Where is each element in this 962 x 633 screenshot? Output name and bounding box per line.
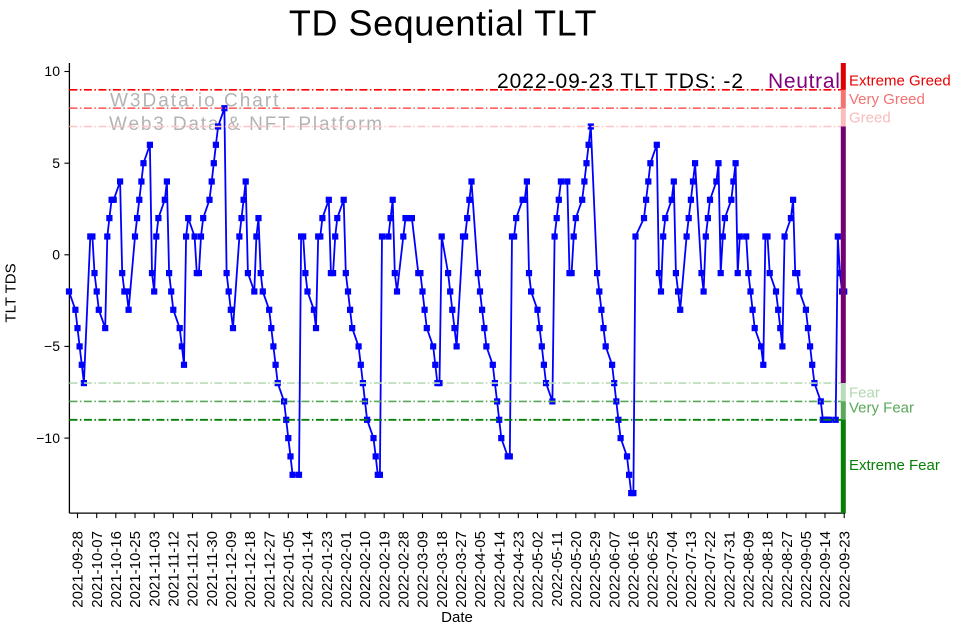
svg-text:2021-11-21: 2021-11-21: [185, 531, 202, 607]
svg-text:−5: −5: [44, 338, 60, 354]
svg-text:TD Sequential TLT: TD Sequential TLT: [289, 3, 597, 44]
svg-text:2021-12-09: 2021-12-09: [223, 531, 240, 608]
svg-text:2022-09-05: 2022-09-05: [798, 531, 815, 608]
svg-text:TLT TDS: TLT TDS: [3, 263, 20, 322]
svg-text:5: 5: [52, 155, 60, 171]
svg-text:2022-02-01: 2022-02-01: [338, 531, 355, 608]
svg-text:2022-07-31: 2022-07-31: [721, 531, 738, 608]
svg-text:2022-09-23 TLT TDS: -2: 2022-09-23 TLT TDS: -2: [497, 70, 744, 93]
svg-text:2022-04-14: 2022-04-14: [491, 531, 508, 608]
svg-text:2021-12-18: 2021-12-18: [242, 531, 259, 608]
svg-text:Web3 Data & NFT Platform: Web3 Data & NFT Platform: [109, 114, 384, 135]
svg-text:2022-02-28: 2022-02-28: [396, 531, 413, 608]
svg-text:Neutral: Neutral: [768, 70, 841, 93]
svg-text:2021-10-25: 2021-10-25: [127, 531, 144, 608]
svg-text:2021-11-12: 2021-11-12: [166, 531, 183, 607]
svg-text:2022-05-29: 2022-05-29: [587, 531, 604, 608]
svg-text:2022-08-27: 2022-08-27: [779, 531, 796, 608]
svg-text:2022-05-02: 2022-05-02: [530, 531, 547, 608]
svg-text:2022-01-23: 2022-01-23: [319, 531, 336, 608]
svg-text:2022-04-05: 2022-04-05: [472, 531, 489, 608]
svg-text:2022-09-23: 2022-09-23: [836, 531, 853, 608]
svg-text:2021-12-27: 2021-12-27: [261, 531, 278, 608]
svg-text:10: 10: [44, 63, 60, 79]
svg-text:2022-04-23: 2022-04-23: [511, 531, 528, 608]
svg-text:Date: Date: [441, 609, 473, 626]
svg-text:W3Data.io Chart: W3Data.io Chart: [110, 91, 280, 112]
svg-text:2022-07-22: 2022-07-22: [702, 531, 719, 608]
svg-text:2022-07-13: 2022-07-13: [683, 531, 700, 608]
svg-text:2022-05-11: 2022-05-11: [549, 531, 566, 607]
svg-text:2021-09-28: 2021-09-28: [70, 531, 87, 608]
svg-text:2022-01-14: 2022-01-14: [300, 531, 317, 608]
svg-text:2022-07-04: 2022-07-04: [664, 531, 681, 608]
svg-text:2022-05-20: 2022-05-20: [568, 531, 585, 608]
svg-text:−10: −10: [36, 430, 60, 446]
svg-text:2022-08-09: 2022-08-09: [741, 531, 758, 608]
svg-text:Very Greed: Very Greed: [849, 91, 925, 108]
svg-text:2022-03-27: 2022-03-27: [453, 531, 470, 608]
svg-text:2021-11-30: 2021-11-30: [204, 531, 221, 607]
svg-text:2021-10-07: 2021-10-07: [89, 531, 106, 608]
svg-text:2022-01-05: 2022-01-05: [281, 531, 298, 608]
svg-text:Greed: Greed: [849, 110, 891, 127]
svg-text:0: 0: [52, 247, 60, 263]
svg-text:Very Fear: Very Fear: [849, 400, 914, 417]
svg-text:2022-06-25: 2022-06-25: [645, 531, 662, 608]
svg-text:2022-02-19: 2022-02-19: [376, 531, 393, 608]
svg-text:2022-03-09: 2022-03-09: [415, 531, 432, 608]
svg-text:2022-06-07: 2022-06-07: [606, 531, 623, 608]
svg-text:2022-03-18: 2022-03-18: [434, 531, 451, 608]
svg-text:2022-06-16: 2022-06-16: [626, 531, 643, 608]
svg-text:2021-10-16: 2021-10-16: [108, 531, 125, 608]
svg-text:2022-02-10: 2022-02-10: [357, 531, 374, 608]
svg-text:Fear: Fear: [849, 385, 880, 402]
svg-text:2022-09-14: 2022-09-14: [817, 531, 834, 608]
svg-text:Extreme Greed: Extreme Greed: [849, 73, 951, 90]
svg-text:2021-11-03: 2021-11-03: [146, 531, 163, 607]
svg-text:Extreme Fear: Extreme Fear: [849, 457, 940, 474]
svg-text:2022-08-18: 2022-08-18: [760, 531, 777, 608]
